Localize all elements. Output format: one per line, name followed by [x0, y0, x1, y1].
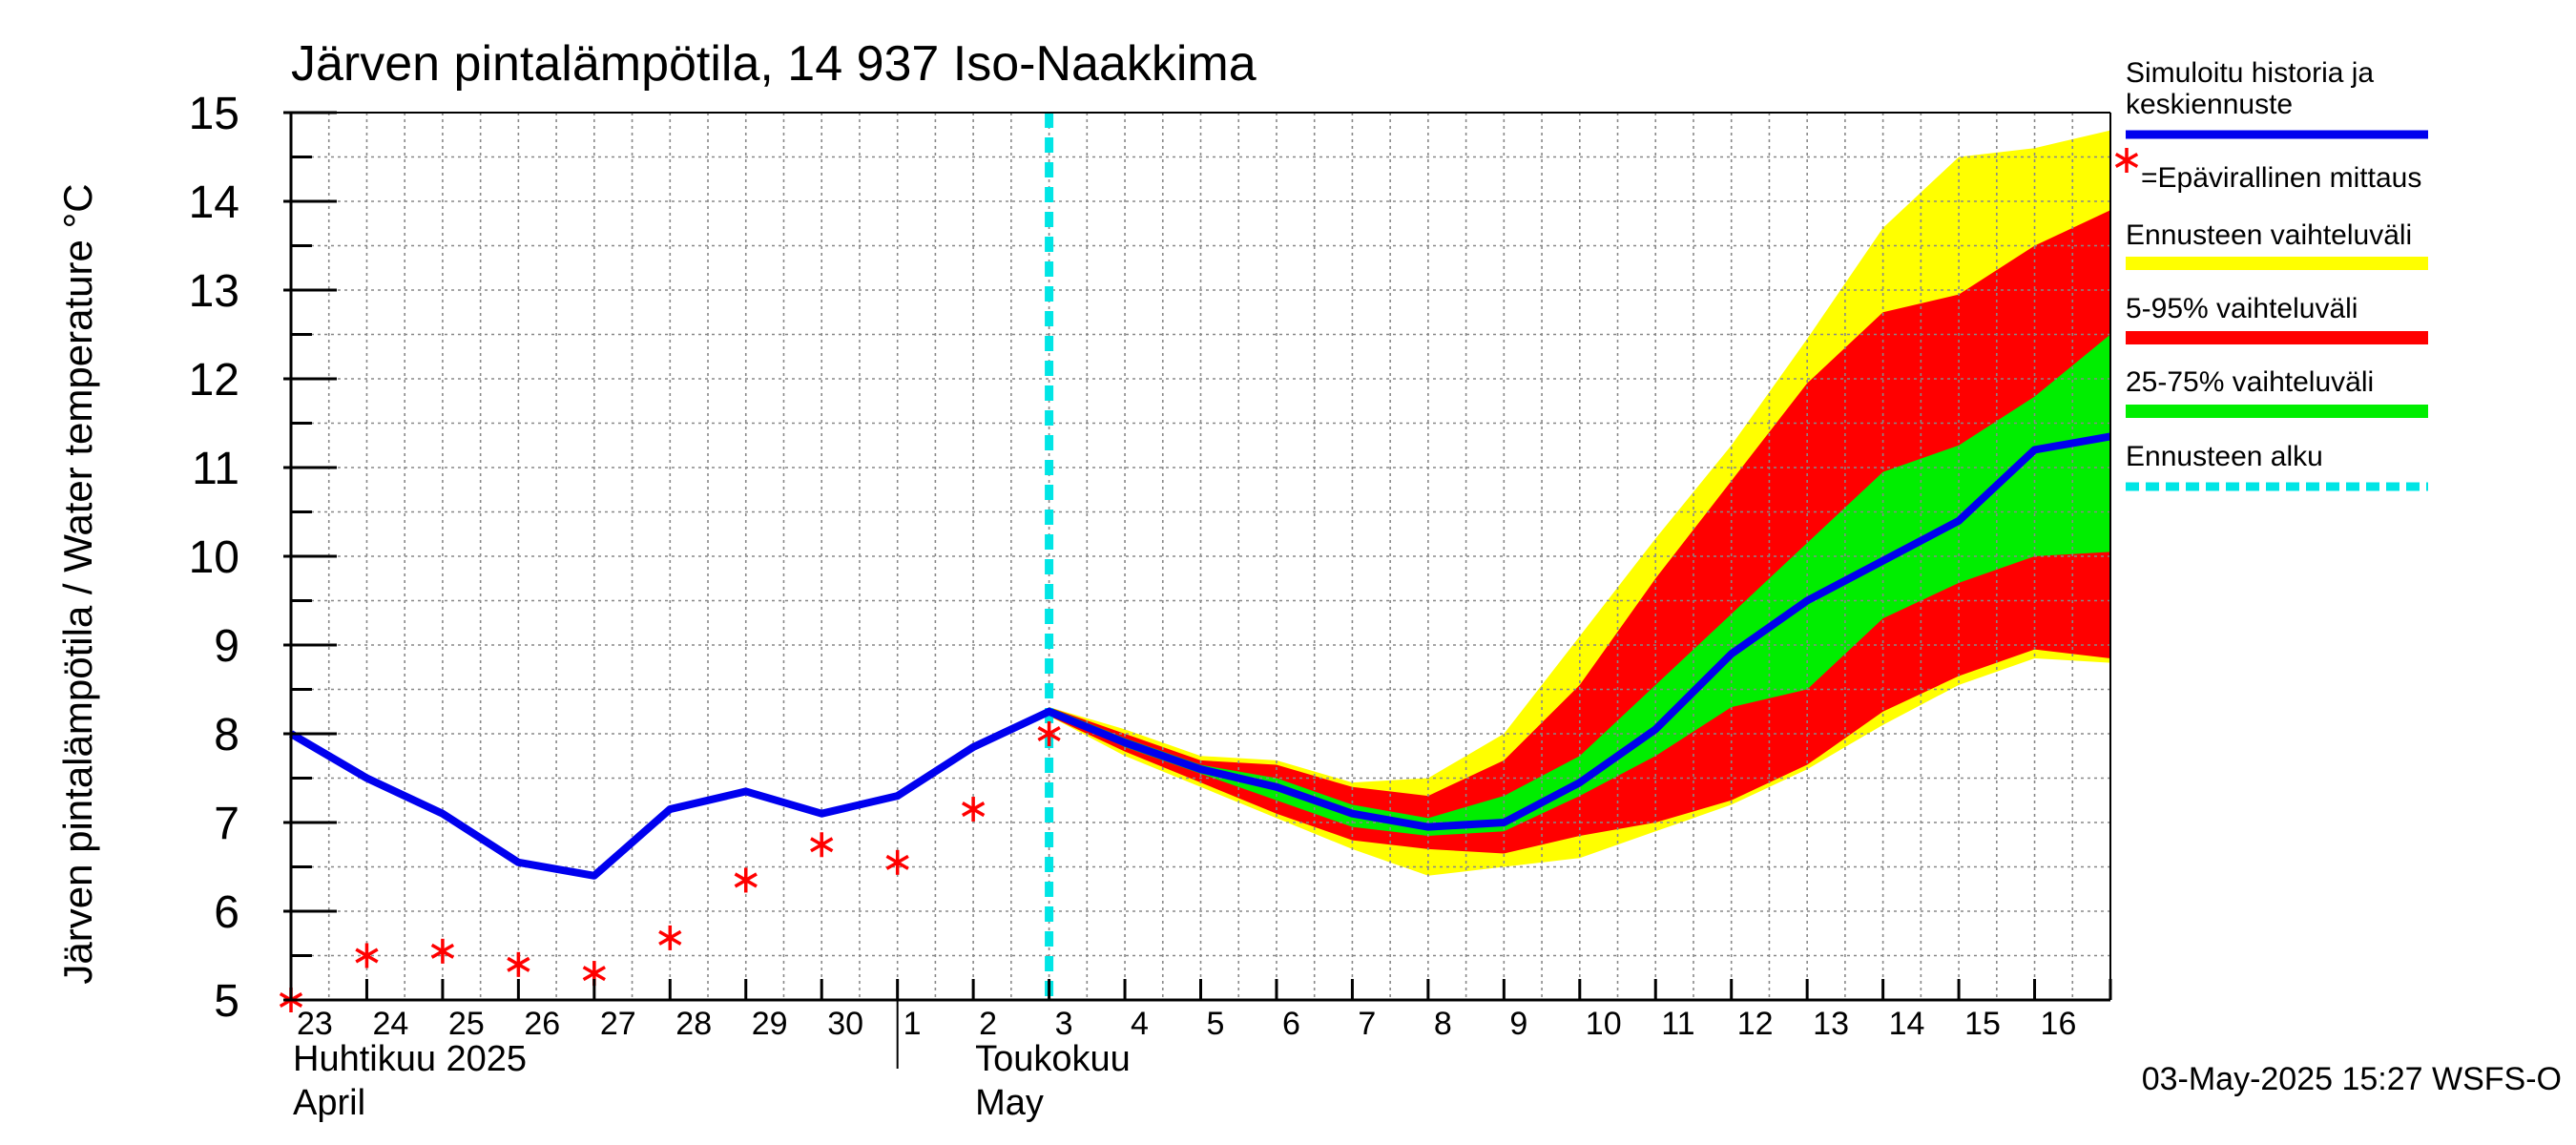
y-tick-label: 8	[214, 710, 239, 760]
x-tick-label: 4	[1131, 1006, 1149, 1042]
observation-point	[961, 797, 986, 822]
x-tick-label: 15	[1964, 1006, 2001, 1042]
x-tick-label: 1	[904, 1006, 922, 1042]
observation-point	[507, 951, 530, 977]
y-tick-label: 14	[189, 177, 239, 228]
asterisk-stroke	[430, 943, 455, 959]
legend-label: Simuloitu historia ja	[2126, 57, 2374, 89]
asterisk-stroke	[658, 929, 682, 946]
observation-point	[430, 938, 455, 964]
asterisk-stroke	[507, 956, 530, 972]
x-tick-label: 6	[1282, 1006, 1300, 1042]
band-2	[1049, 334, 2110, 836]
footer-timestamp: 03-May-2025 15:27 WSFS-O	[2142, 1061, 2562, 1097]
x-tick-label: 24	[372, 1006, 408, 1042]
month-label-fi: Huhtikuu 2025	[293, 1039, 527, 1079]
x-tick-label: 7	[1358, 1006, 1376, 1042]
legend-marker-observation	[2114, 148, 2139, 173]
x-tick-label: 23	[297, 1006, 333, 1042]
chart-title: Järven pintalämpötila, 14 937 Iso-Naakki…	[291, 36, 1257, 92]
y-tick-label: 7	[214, 799, 239, 849]
y-tick-label: 10	[189, 532, 239, 583]
x-tick-label: 25	[448, 1006, 485, 1042]
y-tick-label: 12	[189, 355, 239, 406]
simulated-line	[288, 432, 2111, 880]
asterisk-stroke	[885, 854, 909, 870]
observation-point	[355, 943, 379, 968]
x-tick-label: 10	[1586, 1006, 1622, 1042]
legend-label: =Epävirallinen mittaus	[2141, 162, 2421, 194]
asterisk-stroke	[961, 802, 986, 818]
legend-label: Ennusteen alku	[2126, 441, 2323, 472]
y-tick-label: 11	[192, 444, 239, 494]
x-tick-label: 29	[752, 1006, 788, 1042]
asterisk-stroke	[1037, 725, 1061, 742]
band-1	[1049, 210, 2110, 854]
y-tick-label: 5	[214, 976, 239, 1027]
observation-point	[1037, 721, 1061, 746]
x-tick-label: 16	[2041, 1006, 2077, 1042]
asterisk-stroke	[582, 966, 606, 982]
x-tick-label: 30	[827, 1006, 863, 1042]
x-tick-label: 3	[1055, 1006, 1073, 1042]
x-tick-label: 8	[1434, 1006, 1452, 1042]
legend-label: 5-95% vaihteluväli	[2126, 293, 2358, 324]
x-tick-label: 28	[675, 1006, 712, 1042]
y-axis-label: Järven pintalämpötila / Water temperatur…	[55, 183, 100, 984]
series-layer	[279, 113, 2111, 1012]
axes	[283, 111, 2112, 1069]
observation-point	[734, 867, 758, 893]
x-tick-label: 27	[600, 1006, 636, 1042]
month-label-en: May	[975, 1083, 1044, 1123]
asterisk-stroke	[2114, 152, 2139, 169]
legend-label: 25-75% vaihteluväli	[2126, 366, 2374, 398]
x-tick-label: 5	[1207, 1006, 1225, 1042]
x-tick-label: 12	[1737, 1006, 1774, 1042]
y-tick-label: 13	[189, 266, 239, 317]
observation-point	[810, 832, 834, 858]
y-tick-label: 15	[189, 89, 239, 139]
x-tick-label: 11	[1661, 1006, 1694, 1042]
x-tick-label: 14	[1889, 1006, 1925, 1042]
y-tick-label: 9	[214, 621, 239, 672]
legend-label: Ennusteen vaihteluväli	[2126, 219, 2412, 251]
x-tick-label: 2	[979, 1006, 997, 1042]
asterisk-stroke	[734, 872, 758, 888]
y-tick-label: 6	[214, 887, 239, 938]
asterisk-stroke	[355, 947, 379, 964]
asterisk-stroke	[810, 837, 834, 853]
month-label-fi: Toukokuu	[975, 1039, 1131, 1079]
observation-point	[658, 925, 682, 950]
legend-label: keskiennuste	[2126, 89, 2293, 120]
month-label-en: April	[293, 1083, 365, 1123]
x-tick-label: 13	[1813, 1006, 1849, 1042]
x-tick-label: 26	[524, 1006, 560, 1042]
x-tick-label: 9	[1509, 1006, 1527, 1042]
observation-point	[885, 849, 909, 875]
